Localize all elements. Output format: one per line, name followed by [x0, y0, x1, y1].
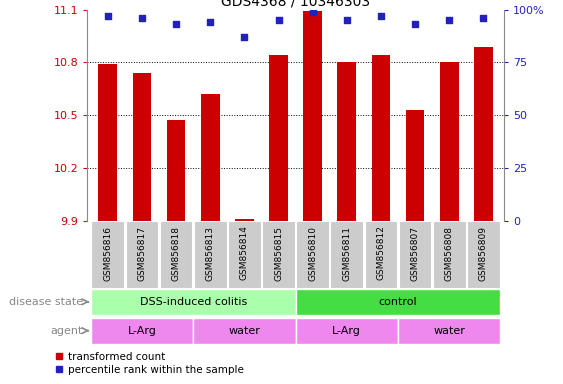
Text: GSM856815: GSM856815: [274, 225, 283, 281]
Point: [240, 34, 249, 40]
Bar: [372, 55, 390, 221]
Point: [410, 22, 419, 28]
Point: [308, 8, 317, 15]
Bar: [132, 73, 151, 221]
Title: GDS4368 / 10346303: GDS4368 / 10346303: [221, 0, 370, 8]
Bar: [433, 221, 466, 288]
Text: GSM856812: GSM856812: [377, 226, 386, 280]
Bar: [269, 55, 288, 221]
Bar: [262, 221, 295, 288]
Point: [377, 13, 386, 19]
Text: GSM856811: GSM856811: [342, 225, 351, 281]
Bar: [365, 221, 397, 288]
Bar: [193, 318, 296, 344]
Text: GSM856817: GSM856817: [137, 225, 146, 281]
Point: [205, 19, 215, 25]
Bar: [167, 121, 185, 221]
Text: water: water: [229, 326, 260, 336]
Bar: [330, 221, 363, 288]
Text: GSM856809: GSM856809: [479, 225, 488, 281]
Bar: [296, 221, 329, 288]
Point: [274, 17, 283, 23]
Text: agent: agent: [51, 326, 83, 336]
Bar: [228, 221, 261, 288]
Bar: [91, 318, 193, 344]
Bar: [440, 62, 459, 221]
Point: [172, 22, 181, 28]
Text: DSS-induced colitis: DSS-induced colitis: [140, 297, 247, 307]
Bar: [303, 12, 322, 221]
Bar: [126, 221, 158, 288]
Text: GSM856807: GSM856807: [410, 225, 419, 281]
Point: [103, 13, 112, 19]
Bar: [296, 290, 501, 315]
Bar: [467, 221, 500, 288]
Point: [342, 17, 351, 23]
Bar: [337, 62, 356, 221]
Bar: [194, 221, 226, 288]
Text: GSM856818: GSM856818: [172, 225, 181, 281]
Text: GSM856810: GSM856810: [308, 225, 317, 281]
Bar: [99, 64, 117, 221]
Bar: [399, 221, 431, 288]
Text: GSM856808: GSM856808: [445, 225, 454, 281]
Legend: transformed count, percentile rank within the sample: transformed count, percentile rank withi…: [50, 348, 248, 379]
Bar: [235, 219, 254, 221]
Bar: [474, 46, 493, 221]
Text: GSM856816: GSM856816: [103, 225, 112, 281]
Bar: [406, 110, 425, 221]
Text: L-Arg: L-Arg: [332, 326, 361, 336]
Text: GSM856814: GSM856814: [240, 226, 249, 280]
Text: control: control: [379, 297, 417, 307]
Point: [479, 15, 488, 21]
Text: disease state: disease state: [9, 297, 83, 307]
Bar: [398, 318, 501, 344]
Text: water: water: [434, 326, 465, 336]
Text: L-Arg: L-Arg: [127, 326, 157, 336]
Bar: [160, 221, 193, 288]
Bar: [201, 94, 220, 221]
Bar: [296, 318, 398, 344]
Text: GSM856813: GSM856813: [205, 225, 215, 281]
Point: [137, 15, 146, 21]
Bar: [91, 290, 296, 315]
Point: [445, 17, 454, 23]
Bar: [91, 221, 124, 288]
